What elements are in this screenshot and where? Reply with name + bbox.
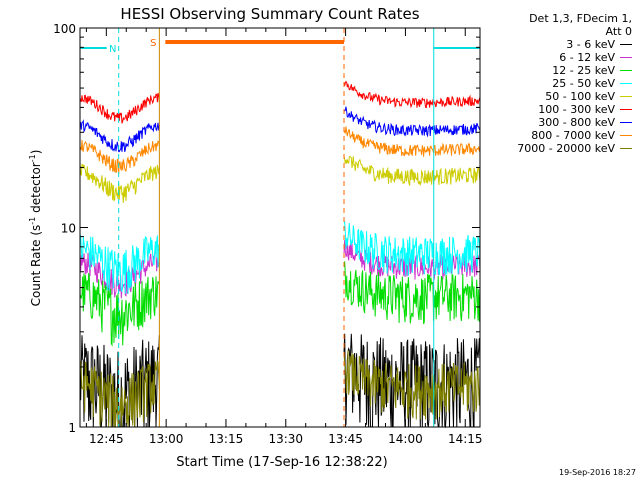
x-tick-label: 13:30 (268, 432, 303, 446)
series-line (343, 350, 481, 420)
y-tick-label: 10 (61, 222, 76, 236)
x-tick-label: 14:00 (388, 432, 423, 446)
night-label: N (109, 44, 116, 55)
chart-title: HESSI Observing Summary Count Rates (120, 5, 419, 23)
series-line (79, 119, 160, 153)
legend-swatch (620, 96, 632, 97)
y-tick-label: 100 (53, 22, 76, 36)
legend-entry: 300 - 800 keV (462, 116, 632, 129)
legend-label: 25 - 50 keV (552, 77, 615, 90)
legend-swatch (620, 109, 632, 110)
legend-header-line-2: Att 0 (605, 25, 632, 38)
series-line (343, 333, 481, 429)
legend-header-line-1: Det 1,3, FDecim 1, (529, 12, 632, 25)
legend-entry: 12 - 25 keV (462, 64, 632, 77)
legend-label: 3 - 6 keV (566, 38, 615, 51)
legend-label: 300 - 800 keV (538, 116, 615, 129)
legend-swatch (620, 148, 632, 149)
legend-entry: 6 - 12 keV (462, 51, 632, 64)
legend-swatch (620, 70, 632, 71)
series-layer (79, 80, 481, 429)
legend-label: 7000 - 20000 keV (517, 142, 615, 155)
series-line (343, 80, 481, 109)
series-line (343, 106, 481, 138)
x-tick-label: 13:15 (209, 432, 244, 446)
legend: Det 1,3, FDecim 1, Att 0 3 - 6 keV 6 - 12… (462, 12, 632, 155)
series-line (343, 261, 481, 325)
series-line (343, 155, 481, 187)
legend-swatch (620, 44, 632, 45)
series-7000-20000-kev (79, 350, 481, 427)
x-axis-label: Start Time (17-Sep-16 12:38:22) (176, 455, 387, 470)
legend-swatch (620, 122, 632, 123)
legend-entry: 3 - 6 keV (462, 38, 632, 51)
x-tick-label: 12:45 (89, 432, 124, 446)
series-100-300-kev (79, 80, 481, 124)
series-line (79, 163, 160, 203)
legend-label: 100 - 300 keV (538, 103, 615, 116)
y-axis-label: Count Rate (s-1 detector-1) (28, 150, 43, 307)
saa-label: S (150, 38, 156, 49)
legend-entry: 100 - 300 keV (462, 103, 632, 116)
legend-entry: 25 - 50 keV (462, 77, 632, 90)
series-line (79, 360, 160, 427)
series-line (79, 140, 160, 175)
legend-swatch (620, 83, 632, 84)
legend-entry: 50 - 100 keV (462, 90, 632, 103)
series-50-100-kev (79, 155, 481, 203)
series-300-800-kev (79, 106, 481, 153)
generated-timestamp: 19-Sep-2016 18:27 (559, 468, 636, 477)
legend-swatch (620, 57, 632, 58)
legend-rows: 3 - 6 keV 6 - 12 keV 12 - 25 keV 25 - 50 ke… (462, 38, 632, 155)
series-25-50-kev (79, 220, 481, 294)
series-line (343, 126, 481, 157)
x-tick-label: 13:45 (328, 432, 363, 446)
legend-entry: 800 - 7000 keV (462, 129, 632, 142)
x-tick-label: 14:15 (448, 432, 483, 446)
series-12-25-kev (79, 261, 481, 347)
legend-entry: 7000 - 20000 keV (462, 142, 632, 155)
series-line (79, 234, 160, 294)
y-tick-label: 1 (68, 421, 76, 435)
series-line (343, 220, 481, 276)
legend-label: 12 - 25 keV (552, 64, 615, 77)
legend-swatch (620, 135, 632, 136)
legend-label: 50 - 100 keV (545, 90, 615, 103)
legend-label: 800 - 7000 keV (531, 129, 615, 142)
series-800-7000-kev (79, 126, 481, 175)
x-tick-label: 13:00 (149, 432, 184, 446)
legend-label: 6 - 12 keV (559, 51, 615, 64)
series-line (79, 92, 160, 124)
series-line (79, 272, 160, 347)
axes-layer: 12:45 13:00 13:15 13:30 13:45 14:00 14:15 1 10 10… (53, 22, 482, 446)
